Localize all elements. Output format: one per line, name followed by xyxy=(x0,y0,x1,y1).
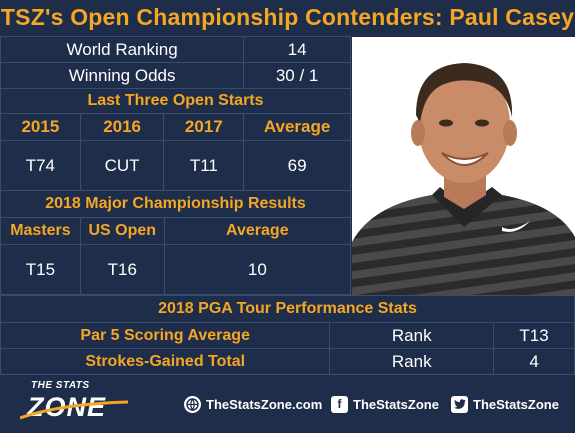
pga-stats-table: 2018 PGA Tour Performance Stats Par 5 Sc… xyxy=(0,295,575,375)
column-header: US Open xyxy=(79,217,165,245)
player-photo-illustration xyxy=(352,37,575,295)
majors-values-row: T15 T16 10 xyxy=(0,244,352,295)
majors-table: 2018 Major Championship Results Masters … xyxy=(0,190,352,295)
rank-label: Rank xyxy=(329,348,495,375)
facebook-link[interactable]: f TheStatsZone xyxy=(331,394,439,414)
table-cell: T11 xyxy=(163,140,245,191)
logo-swoosh xyxy=(20,400,129,420)
table-cell: T16 xyxy=(79,244,165,295)
pga-stat-row: Strokes-Gained Total Rank 4 xyxy=(0,348,575,375)
table-cell: T74 xyxy=(0,140,81,191)
website-link[interactable]: TheStatsZone.com xyxy=(184,394,322,414)
table-cell: CUT xyxy=(79,140,165,191)
last-three-values-row: T74 CUT T11 69 xyxy=(0,140,351,191)
column-header: 2015 xyxy=(0,113,81,141)
rank-label: Rank xyxy=(329,322,495,349)
majors-heading: 2018 Major Championship Results xyxy=(0,190,351,218)
winning-odds-row: Winning Odds 30 / 1 xyxy=(0,62,351,89)
page-title: TSZ's Open Championship Contenders: Paul… xyxy=(0,4,575,30)
rank-value: T13 xyxy=(493,322,575,349)
majors-header-row: Masters US Open Average xyxy=(0,217,352,245)
world-ranking-row: World Ranking 14 xyxy=(0,36,351,63)
website-text: TheStatsZone.com xyxy=(206,396,323,412)
column-header: Average xyxy=(243,113,351,141)
player-stats-table: World Ranking 14 Winning Odds 30 / 1 Las… xyxy=(0,36,351,191)
table-cell: 10 xyxy=(163,244,352,295)
facebook-icon: f xyxy=(331,395,348,413)
last-three-heading: Last Three Open Starts xyxy=(0,88,351,114)
column-header: 2017 xyxy=(163,113,245,141)
last-three-header-row: 2015 2016 2017 Average xyxy=(0,113,351,141)
stat-label: Strokes-Gained Total xyxy=(0,348,331,375)
pga-stats-heading: 2018 PGA Tour Performance Stats xyxy=(0,295,575,323)
column-header: 2016 xyxy=(79,113,165,141)
winning-odds-label: Winning Odds xyxy=(0,62,245,89)
world-ranking-value: 14 xyxy=(243,36,351,63)
table-cell: T15 xyxy=(0,244,81,295)
logo-top-text: THE STATS xyxy=(31,380,90,391)
facebook-text: TheStatsZone xyxy=(353,396,439,412)
twitter-text: TheStatsZone xyxy=(473,396,559,412)
world-ranking-label: World Ranking xyxy=(0,36,245,63)
pga-stat-row: Par 5 Scoring Average Rank T13 xyxy=(0,322,575,349)
winning-odds-value: 30 / 1 xyxy=(243,62,351,89)
globe-icon xyxy=(184,395,201,413)
column-header: Masters xyxy=(0,217,81,245)
twitter-link[interactable]: TheStatsZone xyxy=(451,394,559,414)
column-header: Average xyxy=(163,217,352,245)
player-photo xyxy=(352,37,575,295)
table-cell: 69 xyxy=(243,140,351,191)
stat-label: Par 5 Scoring Average xyxy=(0,322,331,349)
twitter-icon xyxy=(451,395,468,413)
rank-value: 4 xyxy=(493,348,575,375)
